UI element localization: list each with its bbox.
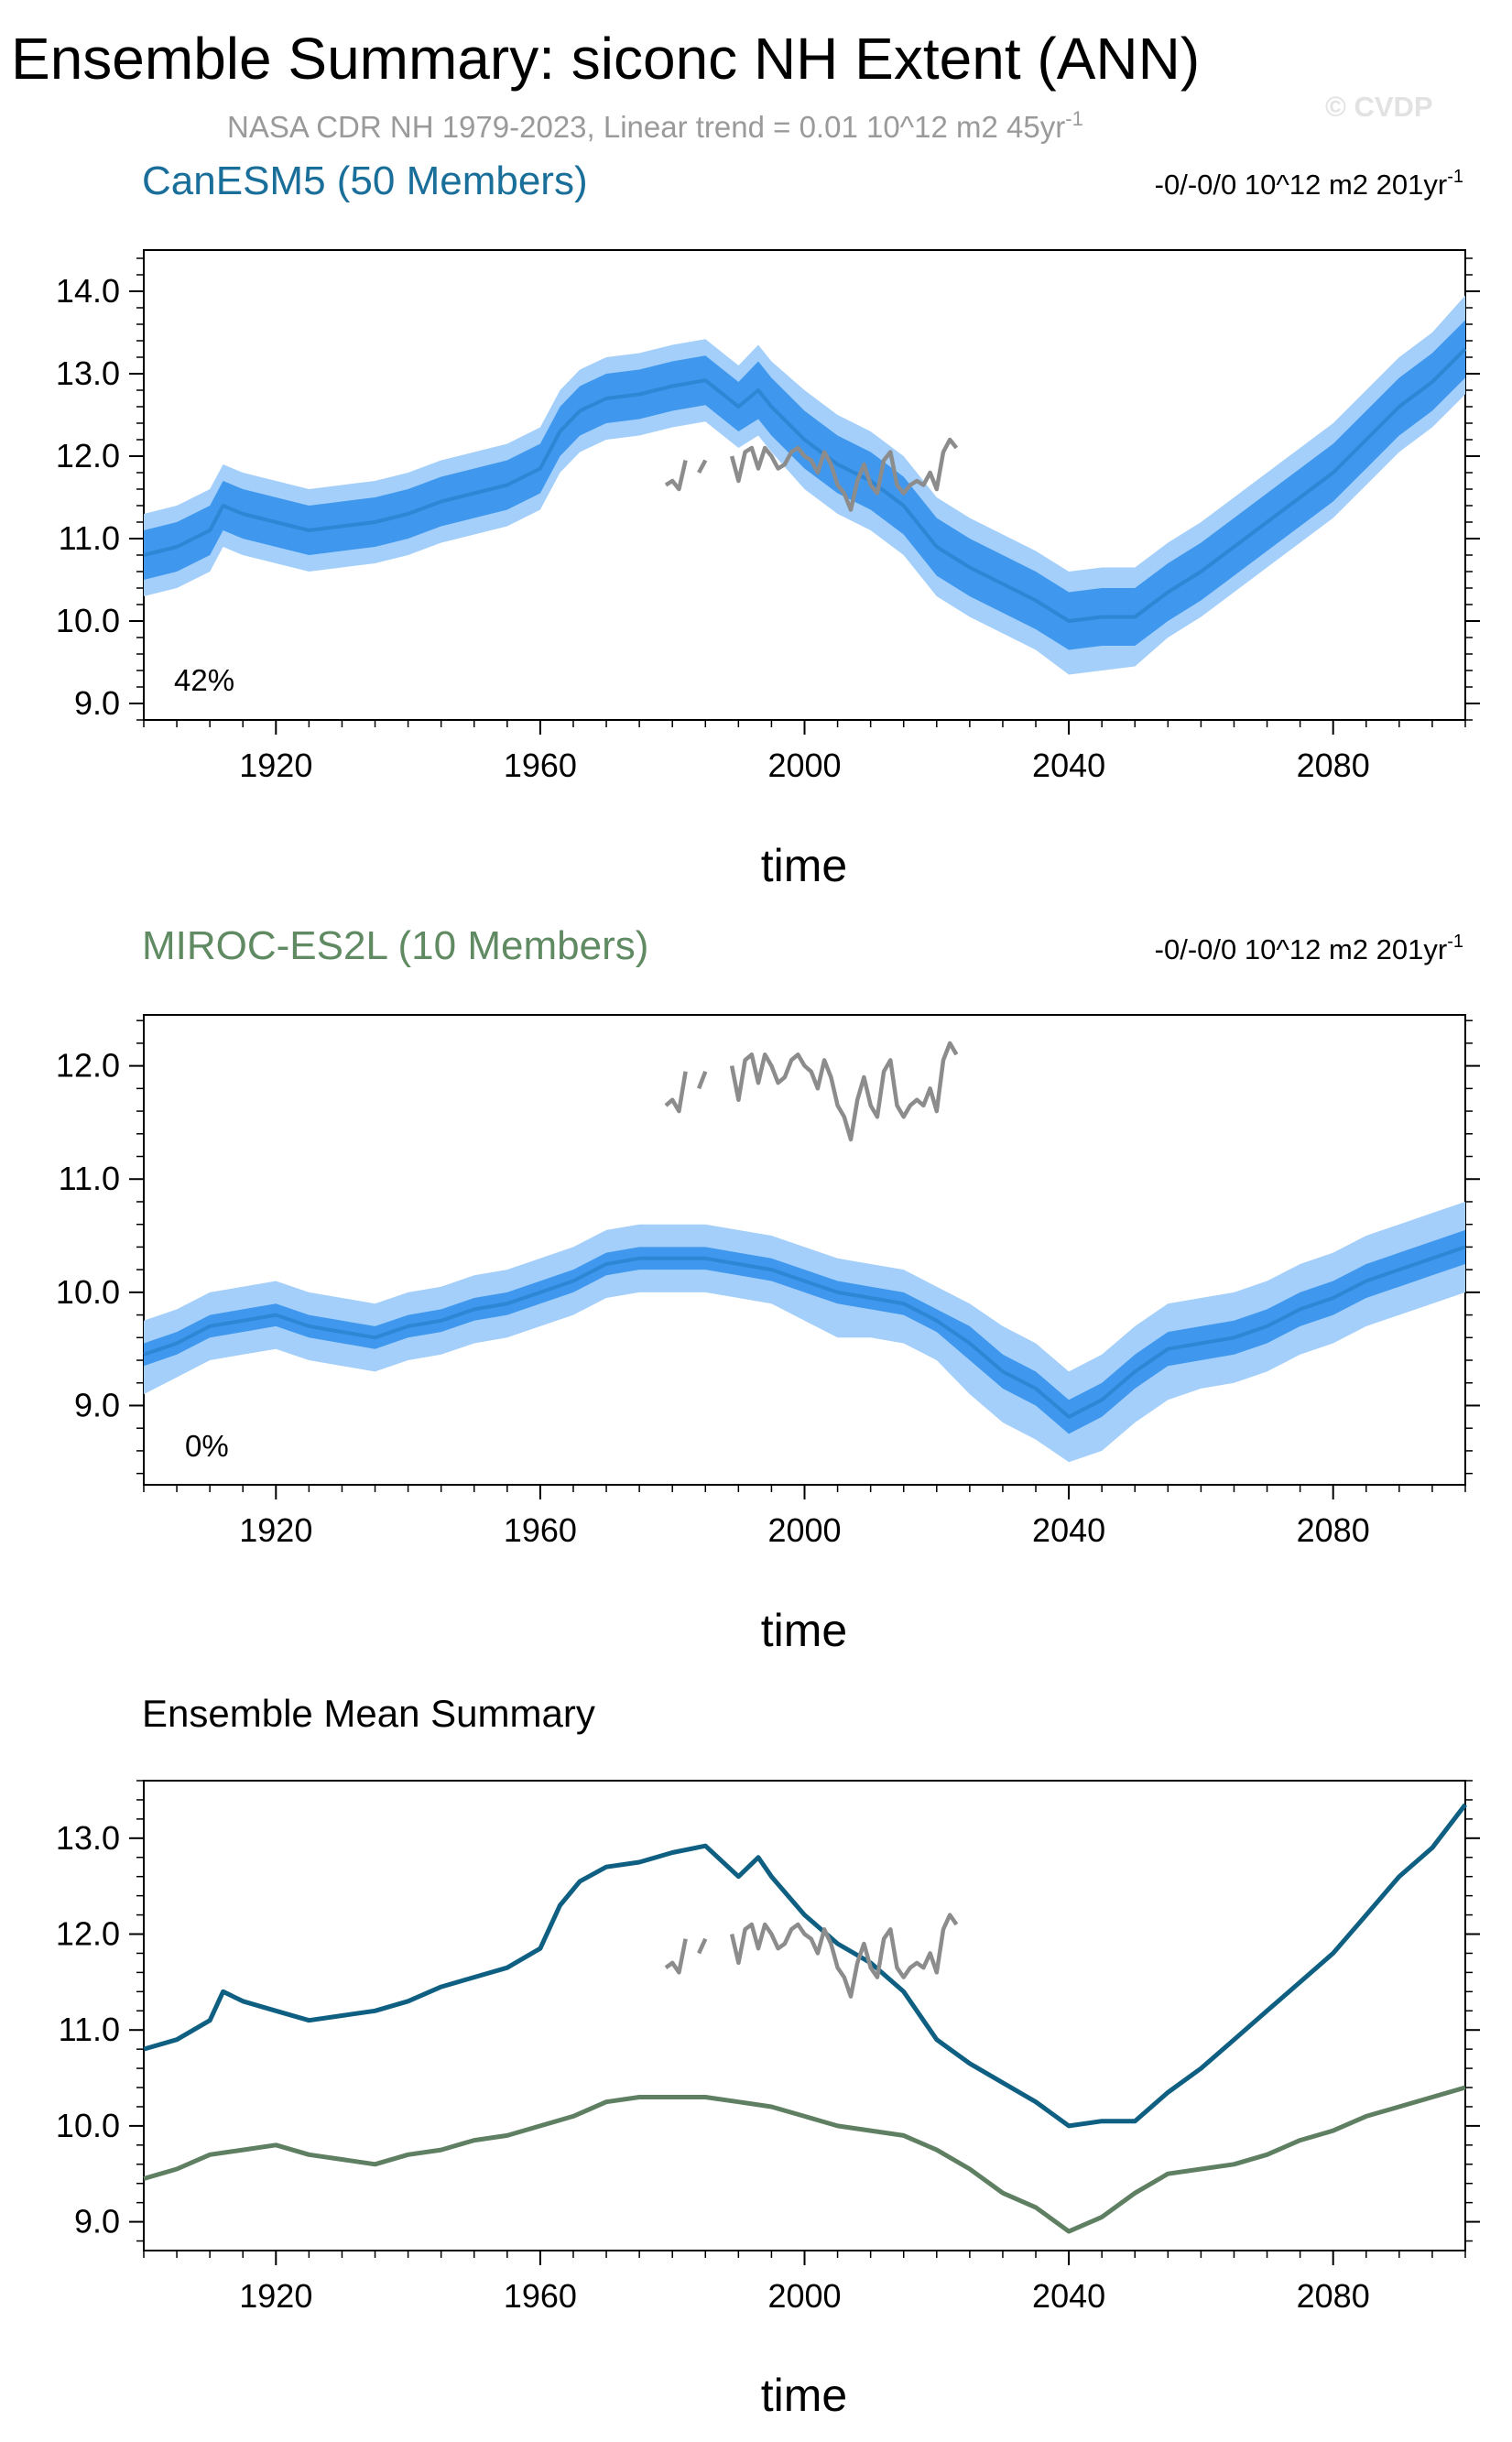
panel-miroc: MIROC-ES2L (10 Members) -0/-0/0 10^12 m2… [56,923,1480,1656]
figure-title: Ensemble Summary: siconc NH Extent (ANN) [11,26,1200,92]
panel-canesm5-trend: -0/-0/0 10^12 m2 201yr-1 [1155,167,1463,201]
observations-line [664,1913,959,1999]
outer-spread-band [144,295,1465,675]
x-tick-label: 2080 [1297,2277,1370,2315]
inner-spread-band [144,1229,1465,1434]
x-tick-label: 2000 [767,2277,841,2315]
panel-ensemble-mean-tick-labels: 1920 1960 2000 2040 2080 9.0 10.0 11.0 12.0 13.0 [56,1819,1370,2315]
y-tick-label: 11.0 [59,1160,120,1197]
y-tick-label: 11.0 [59,519,120,557]
panel-ensemble-mean: Ensemble Mean Summary 1920 1960 2000 2040 20… [56,1692,1480,2421]
panel-ensemble-mean-title: Ensemble Mean Summary [142,1692,595,1735]
x-tick-label: 1960 [504,2277,577,2315]
panel-miroc-title: MIROC-ES2L (10 Members) [142,923,648,968]
x-tick-label: 2080 [1297,747,1370,784]
x-tick-label: 2000 [767,747,841,784]
panel-miroc-data [143,1041,1466,1463]
y-tick-label: 10.0 [56,2107,120,2144]
panel-canesm5-data [143,295,1467,675]
panel-miroc-ticks [129,1019,1480,1499]
panel-ensemble-mean-xlabel: time [761,2370,847,2421]
y-tick-label: 10.0 [56,1273,120,1311]
x-tick-label: 2040 [1032,747,1105,784]
panel-ensemble-mean-data [143,1803,1467,2234]
panel-miroc-trend-text: -0/-0/0 10^12 m2 201yr [1155,933,1448,965]
x-tick-label: 2040 [1032,2277,1105,2315]
observations-line [664,1041,959,1142]
panel-canesm5-trend-sup: -1 [1447,167,1463,187]
panel-canesm5-xlabel: time [761,840,847,891]
series-line-canesm5 [143,1803,1467,2129]
panel-miroc-trend-sup: -1 [1447,932,1463,952]
panel-miroc-trend: -0/-0/0 10^12 m2 201yr-1 [1155,932,1463,965]
y-tick-label: 12.0 [56,1915,120,1953]
x-tick-label: 1920 [239,1511,312,1549]
panel-miroc-xlabel: time [761,1605,847,1656]
y-tick-label: 9.0 [74,684,120,722]
panel-canesm5-ticks [129,257,1480,735]
x-tick-label: 1920 [239,747,312,784]
series-line-miroc-es2l [143,2085,1466,2234]
panel-canesm5-title: CanESM5 (50 Members) [142,158,588,203]
panel-miroc-tick-labels: 1920 1960 2000 2040 2080 9.0 10.0 11.0 12.0 [56,1047,1370,1549]
y-tick-label: 10.0 [56,602,120,639]
outer-spread-band [144,1202,1465,1463]
x-tick-label: 1960 [504,1511,577,1549]
y-tick-label: 14.0 [56,272,120,310]
panel-canesm5-trend-text: -0/-0/0 10^12 m2 201yr [1155,169,1448,201]
panel-canesm5-tick-labels: 1920 1960 2000 2040 2080 9.0 10.0 11.0 12.0 13.0 1… [56,272,1370,784]
cvdp-watermark: © CVDP [1325,91,1433,123]
x-tick-label: 1920 [239,2277,312,2315]
ensemble-mean-line [143,347,1467,623]
figure-subtitle: NASA CDR NH 1979-2023, Linear trend = 0.… [227,107,1083,144]
y-tick-label: 9.0 [74,1386,120,1423]
x-tick-label: 2080 [1297,1511,1370,1549]
x-tick-label: 1960 [504,747,577,784]
ensemble-mean-line [143,1245,1466,1419]
y-tick-label: 13.0 [56,354,120,392]
y-tick-label: 13.0 [56,1819,120,1857]
y-tick-label: 12.0 [56,1047,120,1085]
figure-subtitle-main: NASA CDR NH 1979-2023, Linear trend = 0.… [227,110,1065,144]
x-tick-label: 2040 [1032,1511,1105,1549]
y-tick-label: 9.0 [74,2203,120,2240]
panel-miroc-percent-label: 0% [185,1429,229,1463]
figure-subtitle-sup: -1 [1065,107,1083,130]
y-tick-label: 12.0 [56,437,120,474]
panel-canesm5: CanESM5 (50 Members) -0/-0/0 10^12 m2 20… [56,158,1480,891]
observations-line [664,437,959,512]
x-tick-label: 2000 [767,1511,841,1549]
panel-ensemble-mean-ticks [129,1780,1480,2265]
panel-canesm5-percent-label: 42% [174,663,234,697]
y-tick-label: 11.0 [59,2011,120,2048]
